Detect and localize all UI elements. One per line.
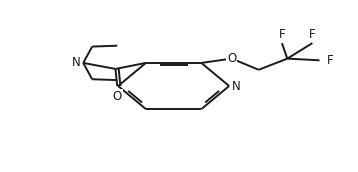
Text: N: N [72, 56, 80, 69]
Text: N: N [232, 79, 241, 93]
Text: O: O [113, 90, 122, 103]
Text: F: F [279, 28, 285, 41]
Text: F: F [309, 28, 316, 41]
Text: F: F [326, 54, 333, 67]
Text: O: O [227, 52, 236, 65]
